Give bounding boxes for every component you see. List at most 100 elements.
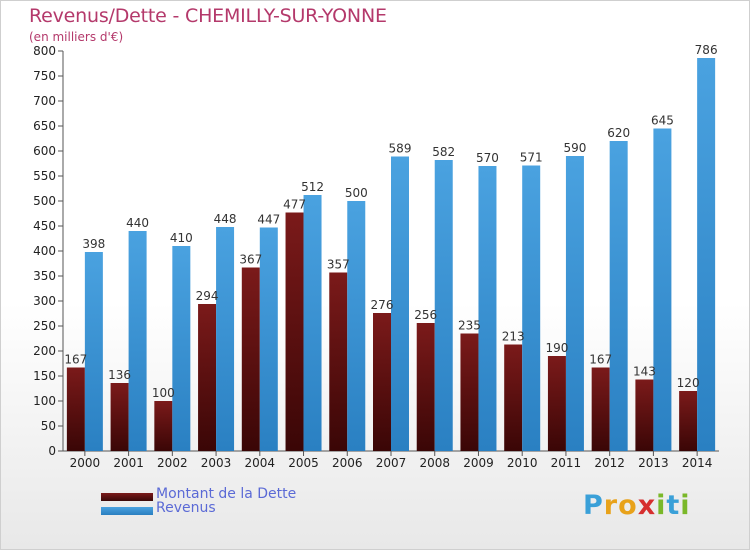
data-label-debt: 120 <box>677 376 700 390</box>
data-label-debt: 167 <box>589 353 612 367</box>
logo-letter: i <box>680 490 691 521</box>
x-tick-label: 2002 <box>157 456 188 470</box>
bar-debt <box>679 391 698 451</box>
data-label-revenue: 512 <box>301 180 324 194</box>
legend-label-revenue: Revenus <box>156 500 216 516</box>
bar-revenue <box>84 252 103 451</box>
proxiti-logo: Proxiti <box>583 490 691 521</box>
bar-revenue <box>216 227 235 451</box>
y-tick-label: 400 <box>33 244 56 258</box>
x-tick-label: 2011 <box>551 456 582 470</box>
data-label-debt: 136 <box>108 368 131 382</box>
data-label-revenue: 571 <box>520 151 543 165</box>
bar-debt <box>285 212 304 451</box>
bar-revenue <box>172 246 191 451</box>
y-tick-label: 750 <box>33 69 56 83</box>
x-tick-label: 2014 <box>682 456 713 470</box>
bar-debt <box>504 344 523 451</box>
data-label-debt: 294 <box>196 289 219 303</box>
logo-letter: r <box>603 490 619 521</box>
x-tick-label: 2009 <box>463 456 494 470</box>
data-label-debt: 357 <box>327 258 350 272</box>
logo-letter: t <box>666 490 681 521</box>
data-label-revenue: 589 <box>389 142 412 156</box>
data-label-debt: 235 <box>458 319 481 333</box>
y-tick-label: 100 <box>33 394 56 408</box>
x-tick-label: 2010 <box>507 456 538 470</box>
bar-revenue <box>259 227 278 451</box>
legend-swatch-debt <box>101 493 153 501</box>
bar-revenue <box>303 195 322 451</box>
logo-letter: i <box>656 490 667 521</box>
bar-debt <box>110 383 129 451</box>
y-tick-label: 650 <box>33 119 56 133</box>
bar-debt <box>66 367 85 451</box>
bar-debt <box>198 304 217 451</box>
bar-debt <box>591 367 610 451</box>
x-tick-label: 2005 <box>288 456 319 470</box>
y-tick-label: 300 <box>33 294 56 308</box>
x-tick-label: 2001 <box>113 456 144 470</box>
bar-debt <box>329 272 348 451</box>
bar-debt <box>373 313 391 451</box>
bar-revenue <box>347 201 366 451</box>
data-label-debt: 213 <box>502 330 525 344</box>
bar-revenue <box>391 156 409 451</box>
data-label-revenue: 500 <box>345 186 368 200</box>
bar-revenue <box>128 231 147 451</box>
bar-revenue <box>653 128 672 451</box>
bar-revenue <box>697 58 716 451</box>
data-label-revenue: 620 <box>607 126 630 140</box>
x-tick-label: 2013 <box>638 456 669 470</box>
y-tick-label: 200 <box>33 344 56 358</box>
bar-debt <box>460 333 479 451</box>
y-tick-label: 50 <box>41 419 56 433</box>
bar-revenue <box>522 165 541 451</box>
legend-swatch-revenue <box>101 507 153 515</box>
y-tick-label: 250 <box>33 319 56 333</box>
bar-debt <box>416 323 435 451</box>
bar-debt <box>547 356 566 451</box>
data-label-revenue: 582 <box>432 145 455 159</box>
bar-revenue <box>434 160 453 451</box>
data-label-debt: 143 <box>633 365 656 379</box>
x-tick-label: 2000 <box>70 456 101 470</box>
data-label-debt: 100 <box>152 386 175 400</box>
bar-debt <box>635 379 654 451</box>
data-label-revenue: 398 <box>82 237 105 251</box>
bar-revenue <box>565 156 584 451</box>
x-tick-label: 2004 <box>245 456 276 470</box>
data-label-revenue: 447 <box>257 213 280 227</box>
x-tick-label: 2008 <box>419 456 450 470</box>
x-tick-label: 2007 <box>376 456 407 470</box>
logo-letter: x <box>637 490 657 521</box>
data-label-revenue: 410 <box>170 231 193 245</box>
y-tick-label: 700 <box>33 94 56 108</box>
y-tick-label: 450 <box>33 219 56 233</box>
bar-revenue <box>609 141 628 451</box>
logo-letter: P <box>583 490 604 521</box>
y-tick-label: 600 <box>33 144 56 158</box>
data-label-revenue: 440 <box>126 216 149 230</box>
data-label-debt: 256 <box>414 308 437 322</box>
legend-label-debt: Montant de la Dette <box>156 486 297 502</box>
data-label-revenue: 570 <box>476 151 499 165</box>
bar-debt <box>241 267 260 451</box>
x-tick-label: 2003 <box>201 456 232 470</box>
y-tick-label: 500 <box>33 194 56 208</box>
bar-debt <box>154 401 173 451</box>
data-label-revenue: 645 <box>651 114 674 128</box>
data-label-revenue: 590 <box>563 141 586 155</box>
y-tick-label: 800 <box>33 44 56 58</box>
data-label-debt: 276 <box>371 298 394 312</box>
chart-subtitle: (en milliers d'€) <box>29 30 124 44</box>
data-label-debt: 477 <box>283 198 306 212</box>
data-label-debt: 167 <box>64 353 87 367</box>
data-label-debt: 367 <box>239 253 262 267</box>
y-tick-label: 550 <box>33 169 56 183</box>
logo-letter: o <box>618 490 638 521</box>
x-tick-label: 2012 <box>594 456 625 470</box>
y-tick-label: 350 <box>33 269 56 283</box>
